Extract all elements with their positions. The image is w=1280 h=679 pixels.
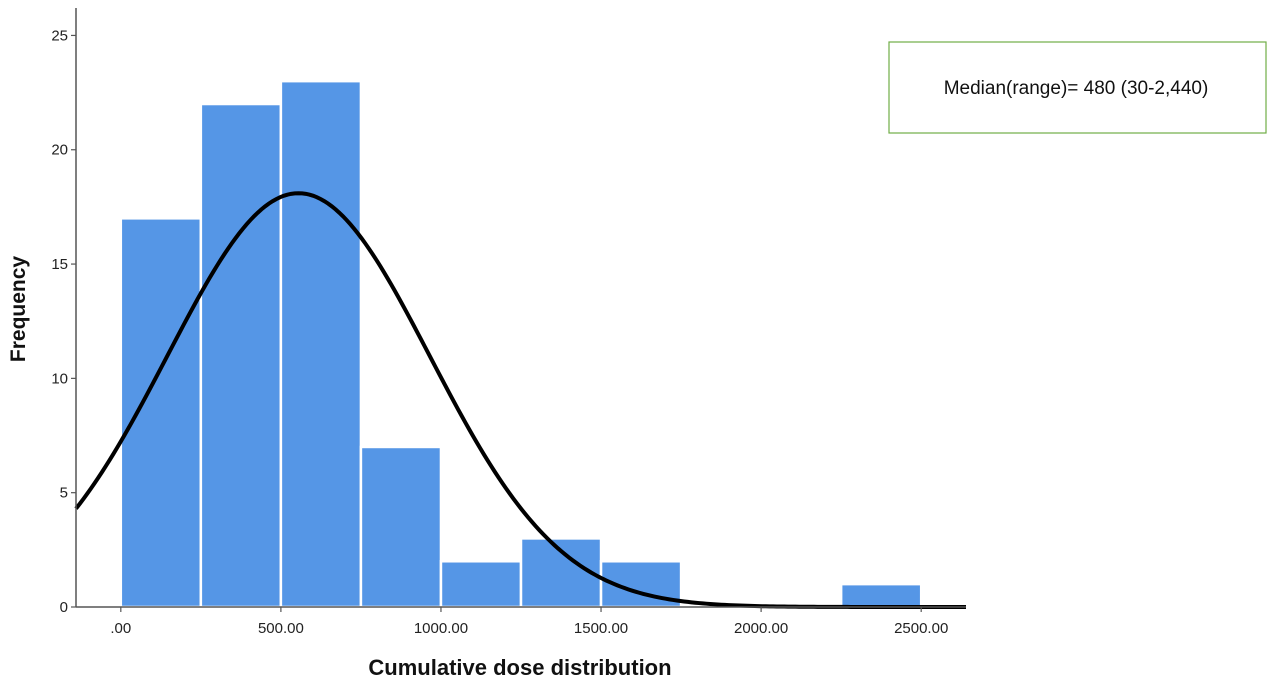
x-tick-label: 2000.00	[734, 620, 788, 637]
y-tick-label: 0	[60, 599, 68, 616]
y-tick-label: 15	[51, 256, 68, 273]
y-tick-label: 25	[51, 27, 68, 44]
x-axis-ticks: .00 500.00 1000.00 1500.00 2000.00 2500.00	[110, 607, 948, 637]
histogram-bar	[119, 217, 203, 609]
histogram-bar	[359, 445, 443, 609]
x-tick-label: 500.00	[258, 620, 304, 637]
annotation-box	[888, 41, 1267, 134]
histogram-bar	[439, 560, 523, 609]
annotation-text: Median(range)= 480 (30-2,440)	[944, 78, 1209, 99]
histogram-bar	[839, 582, 923, 609]
x-tick-label: .00	[110, 620, 131, 637]
x-tick-label: 2500.00	[894, 620, 948, 637]
histogram-bars	[119, 79, 923, 609]
y-tick-label: 20	[51, 142, 68, 159]
y-axis-ticks: 0 5 10 15 20 25	[51, 27, 76, 616]
x-axis-title: Cumulative dose distribution	[368, 655, 671, 679]
x-tick-label: 1000.00	[414, 620, 468, 637]
x-tick-label: 1500.00	[574, 620, 628, 637]
histogram-bar	[279, 79, 363, 609]
histogram-bar	[199, 102, 283, 609]
y-tick-label: 10	[51, 370, 68, 387]
y-axis-title: Frequency	[7, 256, 30, 363]
y-tick-label: 5	[60, 485, 68, 502]
